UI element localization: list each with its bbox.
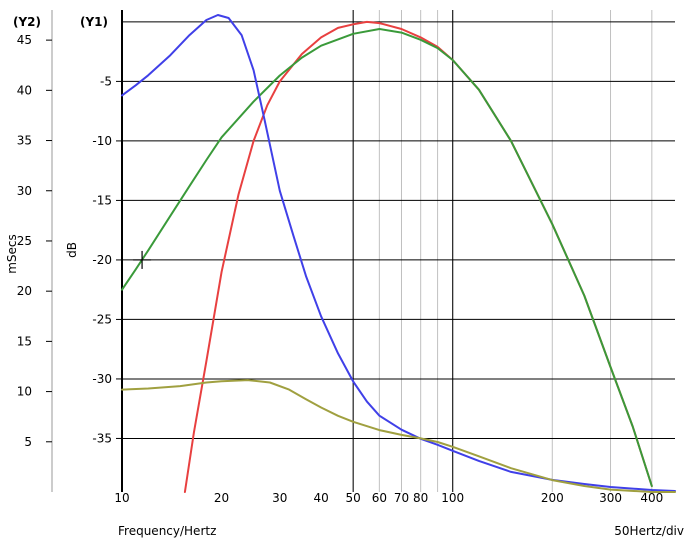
y2-tick-label: 25 [17,234,32,248]
x-axis-label: Frequency/Hertz [118,524,216,538]
series-line-3 [121,14,676,492]
x-tick-label: 70 [394,491,409,505]
x-tick-label: 30 [272,491,287,505]
x-tick-label: 80 [413,491,428,505]
y1-axis-header: (Y1) [80,15,108,29]
x-tick-label: 60 [372,491,387,505]
y2-tick-label: 45 [17,33,32,47]
y2-axis-header: (Y2) [13,15,41,29]
x-tick-label: 50 [346,491,361,505]
y1-tick-label: -15 [92,193,112,207]
x-tick-label: 10 [114,491,129,505]
y1-tick-label: -20 [92,253,112,267]
y2-tick-label: 20 [17,284,32,298]
y2-axis-label: mSecs [5,234,19,274]
series [121,14,676,493]
y1-tick-label: -5 [100,74,112,88]
y2-tick-label: 10 [17,385,32,399]
y1-tick-label: -25 [92,312,112,326]
y1-tick-label: -35 [92,431,112,445]
x-tick-label: 200 [541,491,564,505]
y1-tick-label: -30 [92,372,112,386]
y2-tick-label: 15 [17,334,32,348]
y2-tick-label: 5 [24,435,32,449]
tick-labels: -5 -10 -15 -20 -25 -30 -35 45 40 35 30 25 20 15 10 5 10 2… [17,33,664,505]
y2-tick-label: 35 [17,134,32,148]
x-tick-label: 300 [599,491,622,505]
crosshair-cursor[interactable] [133,250,152,269]
y1-tick-label: -10 [92,134,112,148]
series-line-1 [183,20,653,493]
y2-tick-label: 40 [17,83,32,97]
series-line-4 [121,379,676,493]
x-tick-label: 40 [313,491,328,505]
y1-axis-label: dB [65,242,79,258]
x-tick-label: 20 [214,491,229,505]
grid [122,10,675,492]
y2-tick-label: 30 [17,184,32,198]
x-scale-note: 50Hertz/div [614,524,684,538]
x-tick-label: 100 [441,491,464,505]
series-line-2 [121,28,653,487]
x-tick-label: 400 [640,491,663,505]
